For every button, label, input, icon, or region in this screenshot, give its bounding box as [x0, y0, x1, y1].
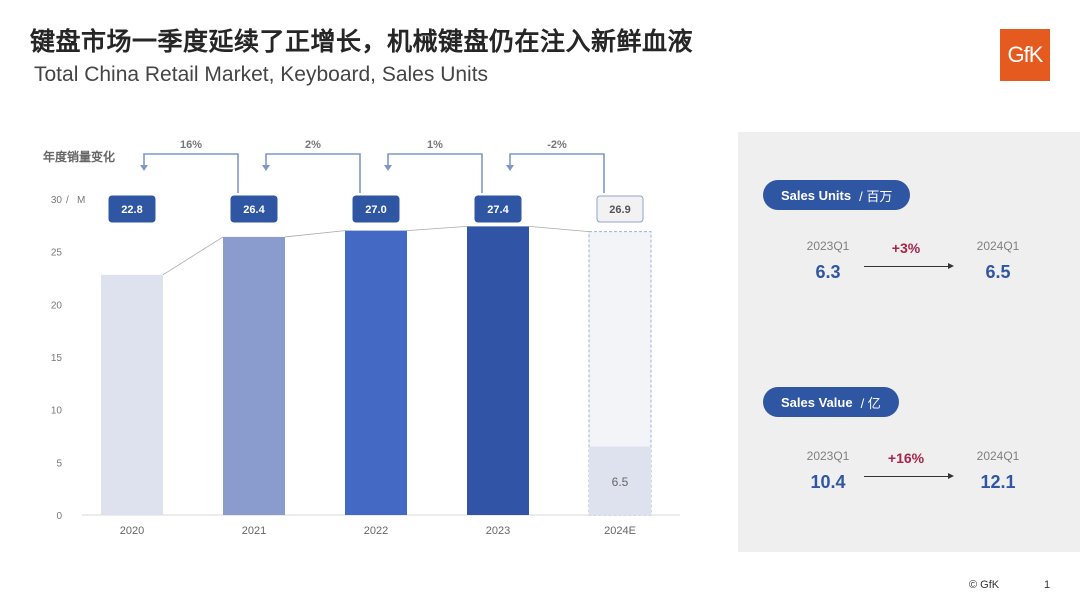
sales-units-arrow-icon [864, 263, 954, 269]
y-tick-label: 5 [56, 458, 62, 469]
copyright: © GfK [969, 579, 1000, 591]
sales-value-badge-unit: / 亿 [860, 395, 881, 411]
growth-arrow-icon [384, 165, 392, 171]
growth-label: 1% [427, 139, 443, 151]
page-number: 1 [1044, 579, 1051, 591]
bar-2021 [223, 236, 285, 516]
bar-2023 [467, 226, 529, 515]
sales-units-to-label: 2024Q1 [976, 239, 1020, 253]
bar-2024e-q1-label: 6.5 [612, 475, 629, 489]
x-tick-label: 2022 [364, 525, 388, 537]
value-badge [108, 195, 156, 223]
y-tick-label: 15 [51, 353, 63, 364]
value-badge-label: 26.4 [243, 204, 265, 216]
y-tick-label: 20 [51, 300, 63, 311]
sales-units-from-label: 2023Q1 [806, 239, 850, 253]
growth-label: 2% [305, 139, 321, 151]
connector-line [284, 230, 346, 238]
sales-units-badge-unit: / 百万 [859, 188, 893, 204]
value-badge-label: 22.8 [121, 204, 142, 216]
connector-line [406, 225, 468, 231]
sales-value-from-label: 2023Q1 [806, 449, 850, 463]
x-tick-label: 2021 [242, 525, 266, 537]
sales-value-to-label: 2024Q1 [976, 449, 1020, 463]
growth-bracket [387, 153, 483, 193]
growth-label: 16% [180, 139, 202, 151]
x-tick-label: 2020 [120, 525, 144, 537]
growth-bracket [143, 153, 239, 193]
growth-arrow-icon [262, 165, 270, 171]
sales-value-badge-label: Sales Value [781, 394, 853, 410]
annual-sales-bar-chart: 年度销量变化 0 5 10 15 20 25 30/ M 6.5 2020 2021 2022 2023 2… [43, 139, 680, 537]
sales-value-from-value: 10.4 [810, 472, 846, 492]
bar-2024e-q1 [589, 446, 651, 515]
sales-units-badge-label: Sales Units [781, 187, 852, 203]
chart-title: 年度销量变化 [43, 149, 115, 164]
growth-arrow-icon [140, 165, 148, 171]
x-tick-label: 2023 [486, 525, 510, 537]
sales-units-change: +3% [891, 240, 921, 256]
growth-label: -2% [547, 139, 567, 151]
y-axis-label: M [77, 195, 85, 206]
y-tick-label: 0 [56, 511, 62, 522]
value-badge [474, 195, 522, 223]
x-tick-label: 2024E [604, 525, 636, 537]
value-badge-label: 27.4 [487, 204, 509, 216]
value-badge [230, 195, 278, 223]
kpi-panel: Sales Units / 百万 2023Q1 6.3 +3% 2024Q1 6… [738, 132, 1080, 552]
bar-2022 [345, 230, 407, 515]
growth-bracket [509, 153, 605, 193]
connector-line [528, 225, 590, 233]
sales-value-to-value: 12.1 [980, 472, 1016, 492]
page-subtitle: Total China Retail Market, Keyboard, Sal… [34, 63, 489, 86]
y-unit-separator: / [66, 195, 69, 206]
sales-units-badge: Sales Units / 百万 [763, 180, 911, 210]
sales-value-badge: Sales Value / 亿 [763, 387, 899, 417]
gfk-logo: GfK [1000, 29, 1050, 81]
value-badge-label: 27.0 [365, 204, 386, 216]
connector-line [162, 236, 224, 276]
page-title: 键盘市场一季度延续了正增长，机械键盘仍在注入新鲜血液 [30, 27, 694, 56]
sales-value-arrow-icon [864, 473, 954, 479]
sales-value-change: +16% [887, 450, 925, 466]
sales-units-to-value: 6.5 [985, 262, 1011, 282]
growth-arrow-icon [506, 165, 514, 171]
value-badge [596, 195, 644, 223]
growth-bracket [265, 153, 361, 193]
sales-units-from-value: 6.3 [815, 262, 841, 282]
bar-2020 [101, 274, 163, 515]
value-badge-label: 26.9 [609, 204, 630, 216]
value-badge [352, 195, 400, 223]
y-tick-label: 25 [51, 248, 63, 259]
y-tick-label: 30 [51, 195, 63, 206]
y-tick-label: 10 [51, 406, 63, 417]
